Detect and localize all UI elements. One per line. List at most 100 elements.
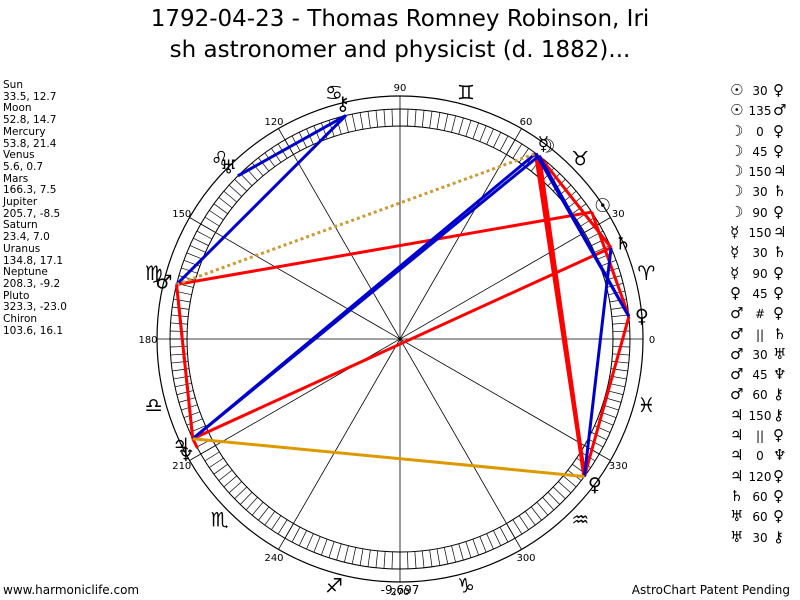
degree-tick <box>228 184 242 197</box>
website-link[interactable]: www.harmoniclife.com <box>3 583 140 597</box>
aspect-planet-2: ♀ <box>773 81 784 99</box>
degree-tick <box>429 549 433 567</box>
degree-tick <box>465 541 472 558</box>
aspect-angle: 45 <box>752 144 768 159</box>
degree-tick <box>375 110 379 128</box>
degree-label: 210 <box>172 461 191 472</box>
degree-tick <box>176 390 194 395</box>
aspect-planet-1: ♂ <box>730 385 744 404</box>
degree-tick <box>328 541 335 558</box>
degree-tick <box>375 550 379 568</box>
aspect-angle: 60 <box>752 489 768 504</box>
aspect-row: ☽ 90 ♀ <box>730 202 786 222</box>
aspect-planet-2: ♀ <box>773 466 784 485</box>
aspect-planet-2: ♂ <box>773 101 787 120</box>
degree-tick <box>344 115 349 133</box>
aspect-row: ☽ 45 ♀ <box>730 141 786 161</box>
degree-tick <box>291 526 301 543</box>
degree-tick <box>611 360 629 364</box>
degree-label: 300 <box>516 553 535 564</box>
planet-positions-list: Sun 33.5, 12.7 Moon 52.8, 14.7 Mercury 53.8, … <box>3 79 67 337</box>
degree-tick <box>367 111 371 129</box>
planet-glyphs: ☉ ☽☿ ♀ ♂ ♃ ♄ ♅ ♆ ♀ ⚷ <box>155 93 648 496</box>
zodiac-sign-glyph: ♊ <box>457 81 475 105</box>
degree-tick <box>562 475 577 488</box>
planet-name-mercury: Mercury <box>3 125 46 138</box>
degree-tick <box>170 322 188 325</box>
aspect-row: ☉ 135 ♂ <box>730 100 786 120</box>
planet-position-neptune: 208.3, -9.2 <box>3 277 61 290</box>
aspect-planet-1: ♃ <box>730 466 744 485</box>
spoke-line <box>189 217 611 461</box>
degree-tick <box>186 418 203 426</box>
zodiac-sign-glyph: ♏ <box>211 507 229 531</box>
degree-tick <box>351 113 357 131</box>
degree-tick <box>587 438 604 448</box>
zodiac-sign-glyph: ♐ <box>325 573 343 597</box>
degree-tick <box>493 132 502 148</box>
aspect-line-jupiter-saturn <box>192 246 612 441</box>
aspect-row: ♃ 0 ♆ <box>730 445 786 465</box>
planet-glyph-sun: ☉ <box>594 195 611 217</box>
degree-tick <box>436 548 441 566</box>
degree-tick <box>306 533 314 550</box>
aspect-planet-1: ☽ <box>730 141 744 160</box>
degree-tick <box>383 551 386 569</box>
planet-position-moon: 52.8, 14.7 <box>3 114 57 127</box>
zodiac-sign-glyph: ♍ <box>145 261 163 285</box>
aspect-planet-1: ♀ <box>730 283 741 302</box>
aspect-planet-1: ♅ <box>730 527 744 546</box>
planet-name-uranus: Uranus <box>3 242 41 255</box>
aspect-line-mars-chiron <box>175 114 347 286</box>
degree-tick <box>524 511 536 526</box>
aspect-angle: 150 <box>748 226 772 241</box>
zodiac-sign-glyph: ♌ <box>211 147 229 171</box>
aspect-planet-1: ♃ <box>730 446 744 465</box>
degree-tick <box>204 216 220 227</box>
degree-tick <box>251 162 264 177</box>
degree-tick <box>443 547 449 565</box>
zodiac-sign-glyph: ♈ <box>637 261 655 285</box>
degree-tick <box>407 551 409 569</box>
aspect-row: ☽ 0 ♀ <box>730 121 786 141</box>
aspect-angle: || <box>755 327 765 342</box>
aspect-planet-2: ♆ <box>773 365 787 384</box>
degree-tick <box>530 506 542 521</box>
degree-tick <box>479 125 487 142</box>
degree-label: 150 <box>172 209 191 220</box>
degree-tick <box>451 115 456 133</box>
zodiac-sign-glyph: ♒ <box>571 507 589 531</box>
planet-name-jupiter: Jupiter <box>3 196 38 209</box>
degree-tick <box>612 330 630 332</box>
planet-glyph-neptune: ♆ <box>178 444 195 466</box>
aspect-angle: 30 <box>752 530 768 545</box>
aspect-line-mercury-jupiter <box>191 152 537 440</box>
aspect-planet-2: ♄ <box>773 243 787 262</box>
aspect-row: ☿ 30 ♄ <box>730 242 786 262</box>
degree-tick <box>443 113 449 131</box>
degree-tick <box>611 314 629 318</box>
degree-tick <box>512 519 523 535</box>
planet-glyph-jupiter: ♃ <box>173 434 190 456</box>
planet-name-mars: Mars <box>3 172 29 185</box>
aspect-angle: 30 <box>752 84 768 98</box>
degree-tick <box>170 330 188 332</box>
degree-tick <box>542 497 555 511</box>
degree-tick <box>321 539 328 556</box>
planet-position-chiron: 103.6, 16.1 <box>3 324 64 337</box>
aspect-line-uranus-chiron <box>237 114 347 178</box>
aspect-planet-1: ♄ <box>730 486 744 505</box>
degree-tick <box>493 530 502 546</box>
aspect-planet-2: ♄ <box>773 182 787 201</box>
aspect-lines <box>175 114 631 478</box>
zodiac-sign-glyph: ♉ <box>571 147 589 171</box>
aspect-planet-2: ♀ <box>773 283 784 302</box>
aspect-line-jupiter-pluto <box>192 437 585 478</box>
aspect-planet-1: ♃ <box>730 426 744 445</box>
degree-tick <box>344 545 349 563</box>
degree-tick <box>612 353 630 356</box>
degree-label: 270 <box>390 587 409 598</box>
aspect-line-mercury-venus <box>534 152 631 318</box>
planet-position-sun: 33.5, 12.7 <box>3 90 57 103</box>
aspect-angle: 30 <box>752 246 768 261</box>
